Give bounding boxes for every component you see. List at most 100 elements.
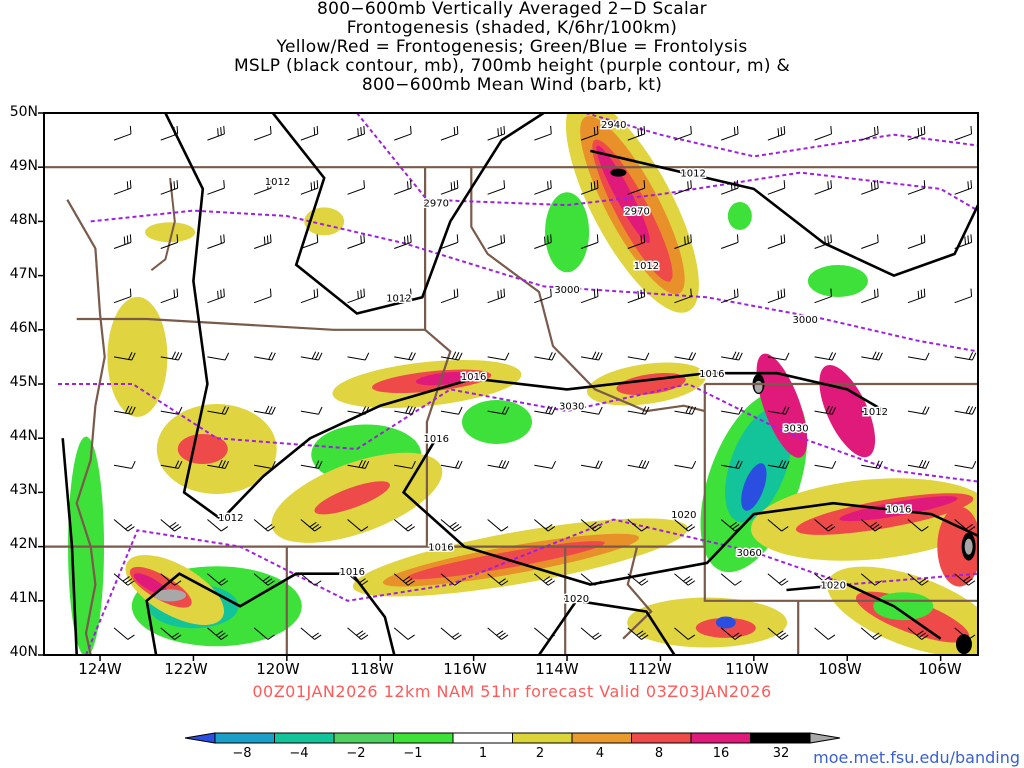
wind-barb — [580, 234, 599, 249]
wind-barb — [347, 627, 369, 640]
wind-barb — [440, 406, 463, 415]
colorbar-swatch — [184, 732, 216, 744]
wind-barb — [767, 406, 790, 415]
wind-barb — [300, 573, 322, 586]
wind-barb — [627, 288, 646, 304]
wind-barb — [160, 519, 182, 532]
colorbar-tick-label: 16 — [712, 746, 730, 761]
wind-barb — [861, 234, 879, 249]
wind-barb — [814, 125, 832, 141]
wind-barb — [487, 573, 509, 586]
wind-barb — [814, 234, 832, 249]
wind-barb — [814, 352, 837, 361]
wind-barb — [440, 351, 463, 361]
wind-barb — [674, 180, 692, 195]
wind-barb — [674, 627, 696, 640]
frontogenesis-shading — [715, 616, 736, 629]
wind-barb — [954, 288, 973, 304]
wind-barb — [487, 352, 510, 361]
wind-barb — [534, 519, 556, 532]
wind-barb — [300, 125, 319, 141]
lon-tick-label: 116W — [443, 660, 487, 678]
wind-barb — [720, 627, 742, 640]
wind-barb — [160, 180, 179, 195]
wind-barb — [954, 234, 973, 249]
lon-tick-label: 118W — [350, 660, 394, 678]
wind-barb — [160, 460, 183, 469]
wind-barb — [674, 352, 697, 361]
wind-barb — [954, 627, 976, 640]
wind-barb — [861, 351, 883, 361]
wind-barb — [347, 234, 365, 249]
colorbar-swatch — [512, 732, 573, 744]
wind-barb — [253, 234, 272, 249]
frontogenesis-shading — [461, 399, 532, 444]
state-border — [76, 317, 426, 331]
wind-barb — [487, 519, 509, 532]
frontogenesis-core — [964, 538, 973, 555]
frontogenesis-core — [955, 634, 972, 655]
lon-tick-label: 110W — [725, 660, 769, 678]
wind-barb — [254, 352, 276, 361]
wind-barb — [814, 573, 836, 586]
mslp-contour-label: 1016 — [339, 567, 364, 578]
height-contour-label: 3000 — [554, 285, 579, 296]
height-contour — [85, 518, 978, 655]
wind-barb — [674, 234, 692, 249]
wind-barb — [720, 180, 739, 195]
wind-barb — [674, 519, 696, 532]
height-contour — [356, 113, 978, 212]
colorbar-tick-label: 2 — [535, 746, 545, 761]
lon-tick-label: 120W — [256, 660, 300, 678]
wind-barb — [160, 125, 179, 141]
wind-barb — [394, 405, 416, 415]
wind-barb — [580, 125, 599, 141]
wind-barb — [954, 519, 976, 532]
wind-barb — [580, 460, 603, 469]
wind-barb — [907, 459, 930, 469]
wind-barb — [487, 234, 506, 249]
wind-barb — [160, 573, 182, 586]
wind-barb — [113, 125, 132, 141]
wind-barb — [207, 288, 225, 304]
mslp-contour-label: 1016 — [699, 369, 724, 380]
wind-barb — [487, 125, 506, 141]
mslp-contour-label: 1012 — [634, 261, 659, 272]
colorbar-swatch — [750, 732, 811, 744]
wind-barb — [440, 125, 459, 141]
mslp-contour — [164, 113, 886, 522]
mslp-contour — [590, 149, 978, 278]
wind-barb — [253, 627, 275, 640]
colorbar-swatch — [214, 732, 275, 744]
wind-barb — [534, 180, 552, 195]
wind-barb — [487, 180, 506, 195]
height-contour-label: 3030 — [783, 423, 808, 434]
mslp-contour-label: 1012 — [863, 407, 888, 418]
wind-barb — [207, 352, 230, 361]
mslp-contour — [537, 599, 676, 655]
height-contour — [585, 113, 978, 158]
wind-barb — [721, 351, 743, 361]
wind-barb — [440, 460, 463, 469]
lat-tick-label: 45N — [9, 374, 38, 390]
wind-barb — [720, 234, 739, 249]
wind-barb — [207, 406, 230, 415]
wind-barb — [814, 180, 832, 195]
wind-barb — [580, 180, 599, 195]
wind-barb — [253, 125, 272, 141]
wind-barb — [721, 460, 743, 469]
colorbar-swatch — [571, 732, 632, 744]
wind-barb — [907, 180, 926, 195]
wind-barb — [627, 406, 650, 415]
frontogenesis-shading — [839, 496, 958, 522]
wind-barb — [954, 573, 976, 586]
wind-barb — [674, 288, 692, 304]
wind-barb — [300, 406, 323, 415]
wind-barb — [113, 460, 136, 469]
wind-barb — [347, 180, 365, 195]
wind-barb — [160, 288, 179, 304]
wind-barb — [300, 627, 322, 640]
lat-tick-label: 47N — [9, 266, 38, 282]
wind-barb — [113, 405, 136, 415]
wind-barb — [347, 125, 365, 141]
